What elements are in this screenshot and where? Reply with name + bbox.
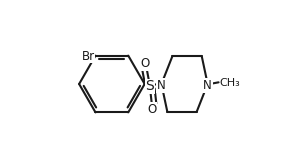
- Text: O: O: [148, 102, 157, 116]
- Text: Br: Br: [81, 50, 95, 63]
- Text: O: O: [141, 57, 150, 70]
- Text: N: N: [157, 79, 166, 92]
- Text: CH₃: CH₃: [219, 78, 240, 88]
- Text: N: N: [203, 79, 212, 92]
- Text: S: S: [145, 79, 154, 93]
